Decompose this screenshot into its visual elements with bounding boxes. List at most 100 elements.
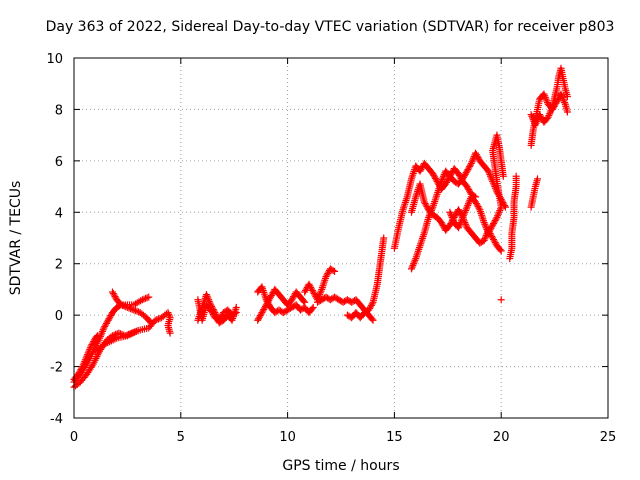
axis-ticks: 0 5 10 15 20 25 -4 -2 0 2 4 6 8 10	[46, 52, 616, 445]
data-point-marker	[212, 310, 220, 318]
data-point-marker	[264, 299, 272, 307]
data-point-marker	[106, 313, 114, 321]
data-point-marker	[288, 296, 296, 304]
data-point-marker	[461, 170, 469, 178]
data-point-marker	[425, 213, 433, 221]
data-point-marker	[366, 303, 374, 311]
data-point-marker	[418, 164, 426, 172]
data-point-marker	[438, 220, 446, 228]
data-point-marker	[474, 203, 482, 211]
data-point-marker	[480, 237, 488, 245]
data-point-marker	[459, 175, 467, 183]
data-point-marker	[329, 267, 337, 275]
data-point-marker	[468, 158, 476, 166]
data-point-marker	[422, 201, 430, 209]
data-point-marker	[143, 294, 151, 302]
data-point-marker	[480, 219, 488, 227]
data-point-marker	[446, 221, 454, 229]
data-point-marker	[267, 292, 275, 300]
data-point-marker	[112, 330, 120, 338]
data-point-marker	[563, 108, 571, 116]
data-point-marker	[461, 208, 469, 216]
data-point-marker	[427, 208, 435, 216]
y-tick-label: 6	[55, 155, 63, 170]
data-point-marker	[153, 316, 161, 324]
data-point-marker	[484, 229, 492, 237]
y-tick-label: -4	[50, 412, 63, 427]
data-point-marker	[104, 316, 112, 324]
data-point-marker	[489, 221, 497, 229]
data-point-marker	[305, 280, 313, 288]
data-point-marker	[420, 198, 428, 206]
y-axis-label: SDTVAR / TECUs	[8, 181, 24, 296]
data-point-marker	[102, 321, 110, 329]
data-point-marker	[447, 212, 455, 220]
data-point-marker	[457, 219, 465, 227]
data-point-marker	[323, 271, 331, 279]
data-point-marker	[545, 111, 553, 119]
data-point-marker	[456, 220, 464, 228]
data-point-marker	[449, 215, 457, 223]
data-point-marker	[466, 163, 474, 171]
data-point-marker	[460, 173, 468, 181]
data-point-marker	[107, 312, 115, 320]
data-point-marker	[366, 304, 374, 312]
data-point-marker	[310, 290, 318, 298]
data-point-marker	[437, 177, 445, 185]
data-point-marker	[560, 97, 568, 105]
data-point-marker	[102, 319, 110, 327]
data-point-marker	[460, 172, 468, 180]
data-point-marker	[438, 176, 446, 184]
data-point-marker	[486, 226, 494, 234]
data-point-marker	[499, 172, 507, 180]
x-axis-label: GPS time / hours	[282, 458, 399, 474]
data-point-marker	[213, 314, 221, 322]
data-point-marker	[133, 307, 141, 315]
data-point-marker	[493, 213, 501, 221]
data-point-marker	[495, 208, 503, 216]
data-points	[70, 64, 571, 391]
plot-frame	[73, 57, 609, 419]
data-point-marker	[559, 95, 567, 103]
data-point-marker	[464, 166, 472, 174]
data-point-marker	[103, 318, 111, 326]
data-point-marker	[410, 258, 418, 266]
data-point-marker	[490, 218, 498, 226]
data-point-marker	[317, 287, 325, 295]
data-point-marker	[316, 289, 324, 297]
data-point-marker	[462, 207, 470, 215]
data-point-marker	[151, 316, 159, 324]
data-point-marker	[421, 200, 429, 208]
data-point-marker	[407, 265, 415, 273]
data-point-marker	[548, 105, 556, 113]
data-point-marker	[440, 172, 448, 180]
data-point-marker	[100, 324, 108, 332]
data-point-marker	[491, 217, 499, 225]
data-point-marker	[473, 152, 481, 160]
data-point-marker	[491, 239, 499, 247]
data-point-marker	[475, 204, 483, 212]
data-point-marker	[423, 203, 431, 211]
data-point-marker	[467, 159, 475, 167]
data-point-marker	[429, 170, 437, 178]
data-point-marker	[546, 110, 554, 118]
data-point-marker	[417, 166, 425, 174]
data-point-marker	[490, 236, 498, 244]
data-point-marker	[561, 99, 569, 107]
data-point-marker	[531, 121, 539, 129]
data-point-marker	[431, 174, 439, 182]
data-point-marker	[416, 167, 424, 175]
data-point-marker	[316, 291, 324, 299]
data-point-marker	[206, 299, 214, 307]
data-point-marker	[537, 112, 545, 120]
data-point-marker	[443, 178, 451, 186]
data-point-marker	[428, 205, 436, 213]
data-point-marker	[110, 291, 118, 299]
data-point-marker	[205, 296, 213, 304]
data-point-marker	[472, 198, 480, 206]
data-point-marker	[490, 220, 498, 228]
x-tick-label: 15	[386, 430, 403, 445]
data-point-marker	[462, 205, 470, 213]
data-point-marker	[533, 117, 541, 125]
